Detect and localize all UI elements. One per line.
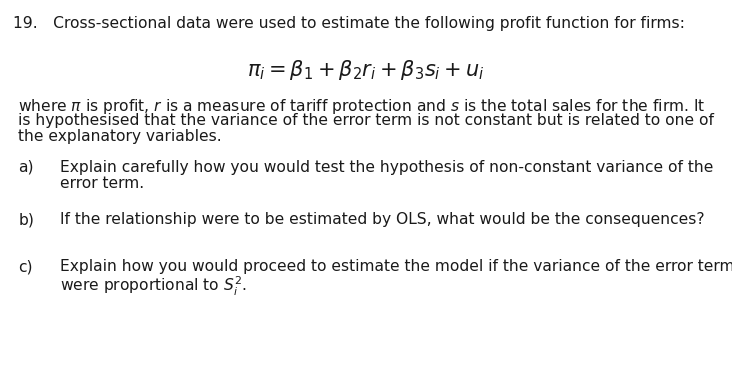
Text: $\pi_i = \beta_1 + \beta_2 r_i + \beta_3 s_i + u_i$: $\pi_i = \beta_1 + \beta_2 r_i + \beta_3… [247,58,485,82]
Text: Explain how you would proceed to estimate the model if the variance of the error: Explain how you would proceed to estimat… [60,259,732,274]
Text: where $\pi$ is profit, $r$ is a measure of tariff protection and $s$ is the tota: where $\pi$ is profit, $r$ is a measure … [18,97,706,116]
Text: a): a) [18,160,34,175]
Text: c): c) [18,259,33,274]
Text: If the relationship were to be estimated by OLS, what would be the consequences?: If the relationship were to be estimated… [60,212,705,227]
Text: b): b) [18,212,34,227]
Text: 19. Cross-sectional data were used to estimate the following profit function for: 19. Cross-sectional data were used to es… [13,16,685,31]
Text: were proportional to $S_i^2$.: were proportional to $S_i^2$. [60,275,247,299]
Text: error term.: error term. [60,176,144,191]
Text: Explain carefully how you would test the hypothesis of non-constant variance of : Explain carefully how you would test the… [60,160,714,175]
Text: the explanatory variables.: the explanatory variables. [18,129,222,144]
Text: is hypothesised that the variance of the error term is not constant but is relat: is hypothesised that the variance of the… [18,113,714,128]
